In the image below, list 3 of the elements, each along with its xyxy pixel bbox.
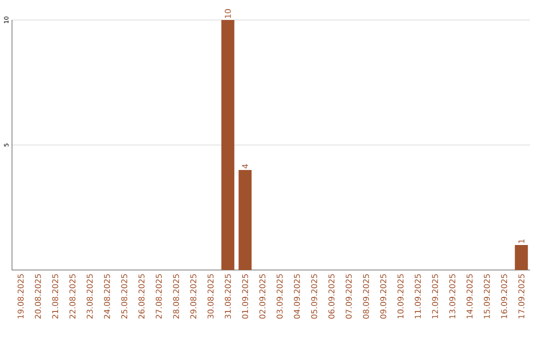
bar (238, 170, 252, 270)
bar (221, 20, 234, 270)
bar (514, 245, 528, 270)
